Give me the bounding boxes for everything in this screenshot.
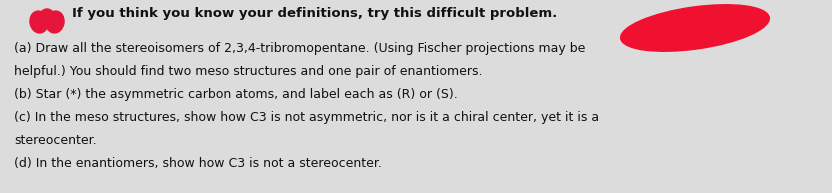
Text: (c) In the meso structures, show how C3 is not asymmetric, nor is it a chiral ce: (c) In the meso structures, show how C3 … [14,111,599,124]
Text: (d) In the enantiomers, show how C3 is not a stereocenter.: (d) In the enantiomers, show how C3 is n… [14,157,382,170]
Text: (b) Star (*) the asymmetric carbon atoms, and label each as (R) or (S).: (b) Star (*) the asymmetric carbon atoms… [14,88,458,101]
Text: helpful.) You should find two meso structures and one pair of enantiomers.: helpful.) You should find two meso struc… [14,65,483,78]
Text: stereocenter.: stereocenter. [14,134,97,147]
Ellipse shape [621,5,770,51]
Ellipse shape [40,9,54,23]
Ellipse shape [30,11,48,33]
Text: (a) Draw all the stereoisomers of 2,3,4-tribromopentane. (Using Fischer projecti: (a) Draw all the stereoisomers of 2,3,4-… [14,42,586,55]
Text: If you think you know your definitions, try this difficult problem.: If you think you know your definitions, … [72,7,557,20]
Ellipse shape [46,11,64,33]
